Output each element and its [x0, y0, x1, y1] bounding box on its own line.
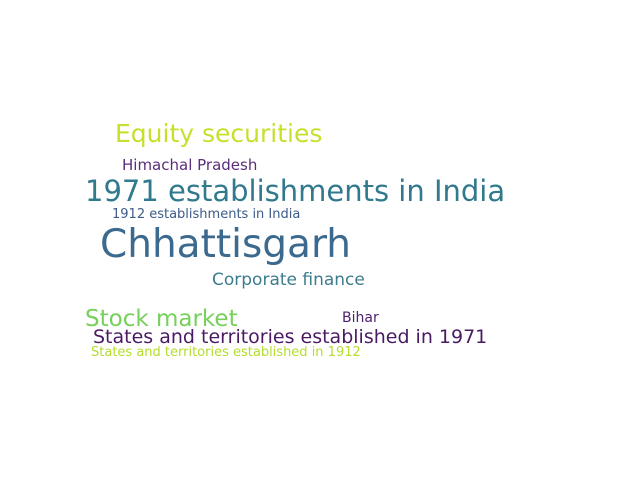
- word-equity-securities: Equity securities: [115, 119, 323, 148]
- word-states-territories-1912: States and territories established in 19…: [91, 345, 361, 360]
- word-himachal-pradesh: Himachal Pradesh: [122, 156, 258, 174]
- word-1912-establishments-in-india: 1912 establishments in India: [112, 207, 301, 222]
- word-1971-establishments-in-india: 1971 establishments in India: [85, 174, 506, 208]
- word-chhattisgarh: Chhattisgarh: [100, 222, 352, 267]
- word-bihar: Bihar: [342, 310, 379, 326]
- word-stock-market: Stock market: [85, 306, 238, 332]
- word-states-territories-1971: States and territories established in 19…: [93, 326, 488, 348]
- word-corporate-finance: Corporate finance: [212, 270, 365, 290]
